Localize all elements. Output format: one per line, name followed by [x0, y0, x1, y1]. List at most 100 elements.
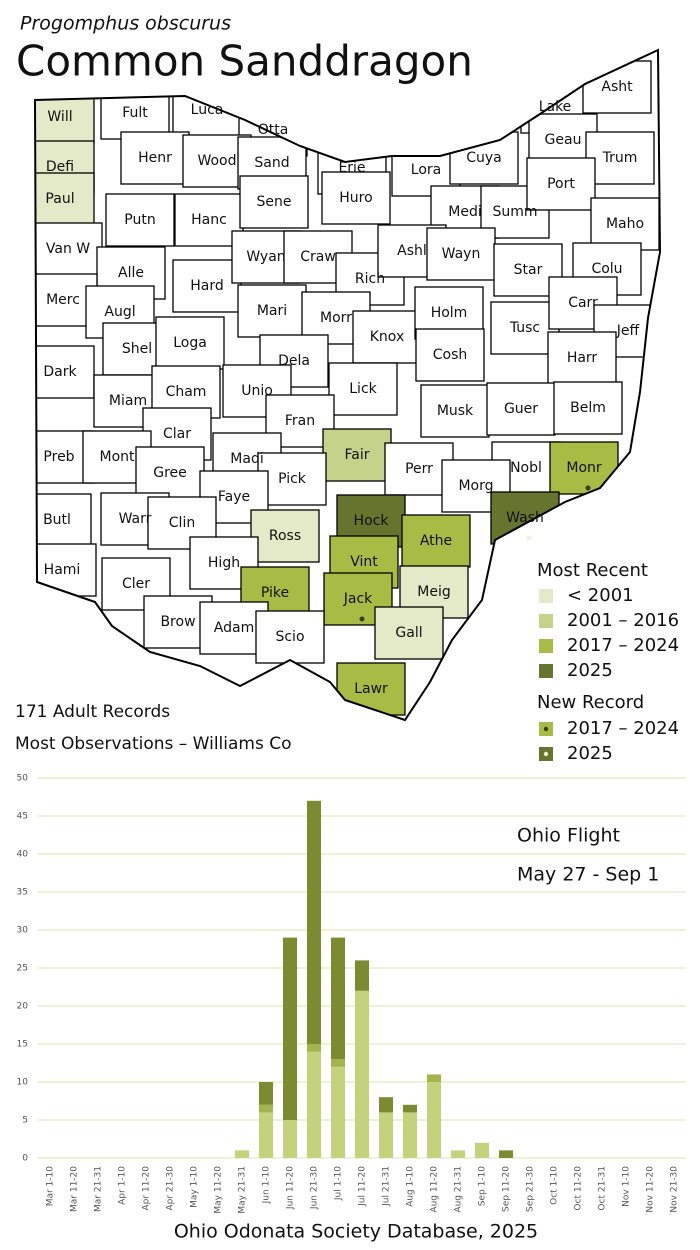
legend-dot: [543, 726, 549, 732]
x-tick-label: Mar 1-10: [46, 1166, 56, 1207]
county-label: Trum: [602, 150, 638, 166]
map: Will Fult Luca Otta Lake Asht Defi Henr Wood Sand…: [34, 49, 661, 721]
x-tick-label: Jun 21-30: [310, 1166, 320, 1210]
county: [585, 131, 655, 185]
legend-label: 2017 – 2024: [567, 718, 679, 739]
x-tick-label: Sep 21-30: [526, 1166, 536, 1212]
county-label: Monr: [566, 460, 602, 476]
legend-swatch: [539, 589, 553, 603]
legend-title: Most Recent: [537, 560, 648, 581]
county-label: Unio: [241, 383, 273, 399]
county-label: Clin: [169, 515, 195, 531]
county-label: Vint: [350, 554, 378, 570]
county-label: Belm: [570, 400, 606, 416]
annotation: May 27 - Sep 1: [517, 864, 659, 886]
county-label: Ashl: [397, 243, 427, 259]
county: [420, 384, 490, 438]
county-label: Maho: [606, 216, 644, 232]
county-label: Wash: [506, 510, 544, 526]
x-tick-label: Aug 21-31: [454, 1166, 464, 1213]
bar-segment: [307, 1044, 321, 1052]
bar-segment: [379, 1112, 393, 1158]
bar-segment: [355, 960, 369, 991]
county-label: Asht: [601, 79, 633, 95]
county-label: Merc: [46, 292, 80, 308]
county-label: Lake: [539, 99, 572, 115]
county-label: Huro: [339, 190, 372, 206]
county-label: Wayn: [442, 246, 481, 262]
county-label: Augl: [104, 304, 135, 320]
county-label: Knox: [370, 329, 404, 345]
county: [105, 193, 175, 247]
county-label: Lawr: [354, 681, 388, 697]
county-label: Nobl: [510, 460, 542, 476]
county-label: Hami: [44, 562, 81, 578]
bar-segment: [259, 1104, 273, 1113]
county: [352, 310, 422, 364]
county-label: Fair: [345, 447, 370, 463]
county-label: Lick: [349, 381, 377, 397]
county-label: Star: [514, 262, 543, 278]
new-record-dot: [359, 616, 365, 622]
bar-segment: [403, 1112, 417, 1158]
county-label: Tusc: [509, 320, 540, 336]
x-tick-label: Mar 21-31: [94, 1166, 104, 1212]
county-label: Mari: [257, 303, 287, 319]
county-label: Paul: [45, 191, 74, 207]
y-tick-label: 20: [17, 1002, 29, 1012]
county-label: Scio: [275, 629, 304, 645]
county-label: Clar: [163, 426, 191, 442]
y-tick-label: 50: [17, 774, 29, 784]
county-label: Morr: [320, 310, 352, 326]
county-label: Henr: [138, 150, 172, 166]
x-tick-label: Jul 21-31: [382, 1166, 392, 1207]
county-label: Port: [547, 176, 575, 192]
county-label: Wyan: [246, 249, 285, 265]
bar-segment: [259, 1082, 273, 1105]
county-label: Mont: [99, 449, 135, 465]
county-label: Rich: [355, 271, 385, 287]
bar-segment: [331, 1066, 345, 1158]
county-label: Cler: [122, 576, 150, 592]
bar-segment: [283, 1120, 297, 1158]
county-label: Dela: [278, 353, 310, 369]
new-record-dot: [526, 535, 532, 541]
y-tick-label: 25: [17, 964, 28, 974]
county: [155, 316, 225, 370]
x-tick-label: Apr 11-20: [142, 1166, 152, 1211]
x-tick-label: Nov 1-10: [622, 1166, 632, 1207]
county: [255, 610, 325, 664]
county: [547, 331, 617, 385]
x-tick-label: May 21-31: [238, 1166, 248, 1214]
legend-title: New Record: [537, 692, 644, 713]
legend-label: 2025: [567, 743, 613, 764]
x-tick-label: Nov 21-30: [670, 1166, 680, 1213]
x-tick-label: Oct 1-10: [550, 1166, 560, 1205]
bar-segment: [307, 800, 321, 1044]
x-tick-label: Nov 11-20: [646, 1166, 656, 1213]
title: Common Sanddragon: [16, 37, 473, 86]
stat: 171 Adult Records: [15, 702, 170, 722]
y-tick-label: 40: [17, 850, 29, 860]
bar-segment: [235, 1150, 249, 1158]
x-tick-label: Oct 21-31: [598, 1166, 608, 1211]
county-label: Pick: [278, 471, 307, 487]
county-label: Fran: [285, 413, 315, 429]
county-label: Ross: [269, 528, 301, 544]
legend-swatch: [539, 614, 553, 628]
bar-segment: [427, 1074, 441, 1082]
legend-label: 2025: [567, 660, 613, 681]
county-label: Warr: [119, 511, 152, 527]
county: [35, 345, 95, 399]
county-label: Cuya: [466, 150, 502, 166]
bar-segment: [451, 1150, 465, 1158]
legend-dot: [543, 751, 549, 757]
x-tick-label: Jul 1-10: [334, 1166, 344, 1201]
county: [322, 428, 392, 482]
county-label: Fult: [122, 105, 148, 121]
county-label: Wood: [197, 153, 236, 169]
species: Progomphus obscurus: [20, 13, 231, 35]
county-label: Loga: [173, 335, 207, 351]
stat: Most Observations – Williams Co: [15, 734, 292, 754]
annotation: Ohio Flight: [517, 825, 620, 847]
